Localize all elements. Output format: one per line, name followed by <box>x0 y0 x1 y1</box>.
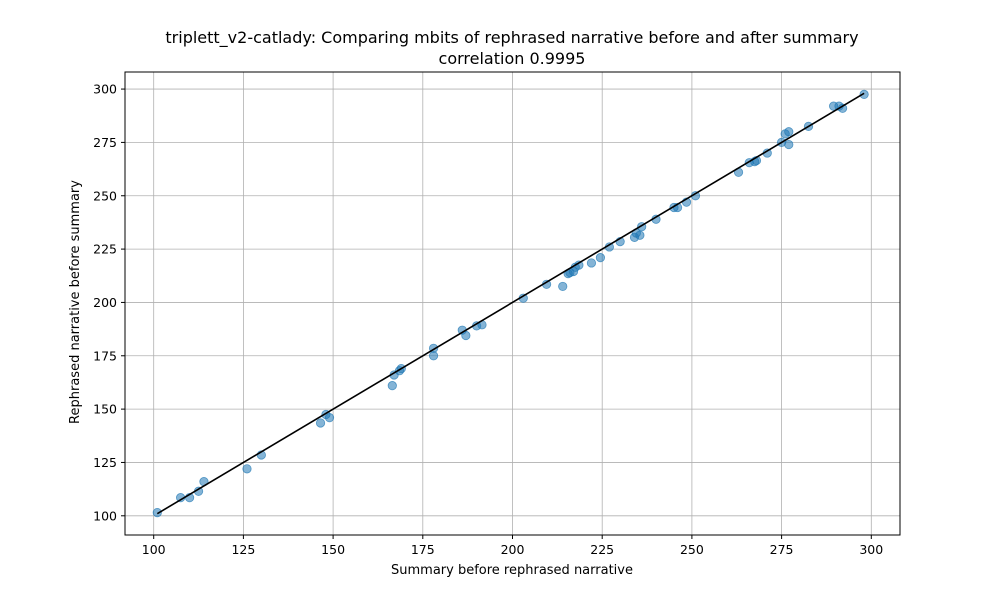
y-tick-label: 250 <box>93 188 117 203</box>
data-point <box>461 330 471 341</box>
y-tick-label: 225 <box>93 242 117 257</box>
data-point <box>387 381 397 391</box>
y-tick-label: 100 <box>93 508 117 523</box>
data-point <box>242 464 252 474</box>
y-tick-label: 125 <box>93 455 117 470</box>
chart-title: triplett_v2-catlady: Comparing mbits of … <box>165 28 858 48</box>
data-point <box>152 507 162 518</box>
fit-line <box>156 92 865 515</box>
x-axis-label: Summary before rephrased narrative <box>391 563 633 578</box>
x-tick-label: 300 <box>859 542 883 557</box>
data-point <box>784 127 794 137</box>
data-point <box>428 351 439 361</box>
x-tick-label: 175 <box>411 542 435 557</box>
x-tick-label: 200 <box>501 542 525 557</box>
y-tick-label: 200 <box>93 295 117 310</box>
data-point <box>859 89 869 100</box>
x-tick-label: 150 <box>321 542 345 557</box>
data-point <box>635 230 645 240</box>
data-point <box>595 253 606 263</box>
data-point <box>784 139 794 150</box>
x-tick-label: 225 <box>590 542 614 557</box>
data-point <box>315 418 326 428</box>
y-tick-label: 275 <box>93 135 117 150</box>
fit-line-layer <box>156 92 865 515</box>
data-point <box>558 281 568 292</box>
axis-ticks: 100 125 150 175 200 225 250 275 300 100 125 150 175 2… <box>93 82 883 557</box>
y-tick-label: 300 <box>93 82 117 97</box>
y-tick-label: 150 <box>93 402 117 417</box>
data-points <box>152 89 869 518</box>
x-tick-label: 125 <box>231 542 255 557</box>
chart-subtitle: correlation 0.9995 <box>439 49 586 68</box>
data-point <box>324 413 335 423</box>
y-tick-label: 175 <box>93 348 117 363</box>
y-axis-label: Rephrased narrative before summary <box>68 180 83 424</box>
x-tick-label: 250 <box>680 542 704 557</box>
x-tick-label: 100 <box>142 542 166 557</box>
x-tick-label: 275 <box>770 542 794 557</box>
data-point <box>586 258 597 268</box>
